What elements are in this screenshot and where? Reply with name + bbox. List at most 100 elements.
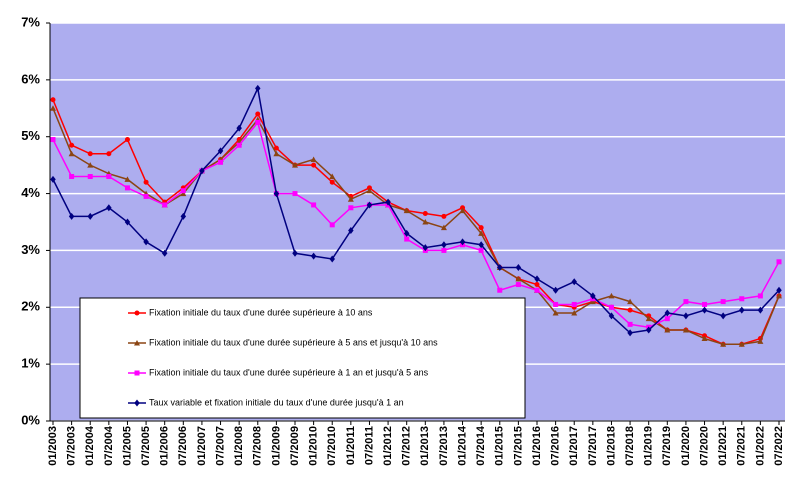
data-point bbox=[664, 327, 671, 333]
data-point bbox=[329, 222, 335, 228]
data-point bbox=[440, 224, 447, 231]
data-point bbox=[106, 151, 112, 157]
data-point bbox=[552, 286, 559, 294]
data-point bbox=[348, 205, 354, 211]
data-point bbox=[478, 247, 484, 253]
legend-marker bbox=[134, 399, 140, 407]
data-point bbox=[497, 287, 503, 293]
legend-marker bbox=[134, 340, 140, 346]
x-tick-label: 07/2015 bbox=[512, 426, 524, 466]
data-point bbox=[441, 247, 447, 253]
data-point bbox=[50, 97, 56, 103]
y-tick-label: 3% bbox=[21, 242, 40, 257]
x-tick-label: 07/2013 bbox=[438, 426, 450, 466]
x-tick-label: 01/2006 bbox=[159, 426, 171, 466]
x-tick-label: 01/2021 bbox=[717, 426, 729, 466]
data-point bbox=[329, 179, 335, 185]
data-point bbox=[571, 301, 577, 307]
data-point bbox=[124, 218, 131, 226]
x-tick-label: 01/2009 bbox=[270, 426, 282, 466]
data-point bbox=[366, 187, 373, 194]
data-point bbox=[404, 236, 410, 242]
data-point bbox=[589, 298, 596, 305]
data-point bbox=[385, 198, 391, 206]
data-point bbox=[87, 151, 93, 157]
data-point bbox=[702, 301, 708, 307]
data-point bbox=[683, 312, 689, 320]
data-point bbox=[757, 338, 764, 344]
x-tick-label: 07/2003 bbox=[66, 426, 78, 466]
data-point bbox=[329, 173, 336, 180]
data-point bbox=[180, 188, 186, 194]
data-point bbox=[571, 309, 578, 316]
data-point bbox=[124, 185, 130, 191]
data-point bbox=[627, 329, 633, 337]
data-point bbox=[217, 147, 224, 155]
data-point bbox=[739, 296, 745, 302]
data-point bbox=[236, 124, 242, 132]
x-tick-label: 01/2004 bbox=[84, 425, 96, 466]
legend-label: Fixation initiale du taux d'une durée su… bbox=[149, 367, 429, 377]
data-point bbox=[682, 327, 689, 333]
data-point bbox=[553, 301, 559, 307]
x-tick-label: 01/2003 bbox=[47, 426, 59, 466]
data-point bbox=[87, 162, 94, 168]
data-point bbox=[571, 278, 577, 286]
data-point bbox=[478, 225, 484, 231]
data-point bbox=[273, 190, 280, 198]
data-point bbox=[757, 306, 764, 314]
data-point bbox=[552, 309, 559, 316]
data-point bbox=[776, 286, 782, 294]
x-tick-label: 01/2011 bbox=[345, 426, 357, 465]
data-point bbox=[311, 202, 317, 208]
x-tick-label: 01/2015 bbox=[494, 426, 506, 466]
data-point bbox=[701, 335, 708, 342]
x-tick-label: 01/2016 bbox=[531, 426, 543, 466]
data-point bbox=[608, 312, 615, 320]
data-point bbox=[608, 292, 615, 299]
x-tick-label: 07/2005 bbox=[140, 426, 152, 466]
data-point bbox=[478, 241, 484, 249]
data-point bbox=[627, 307, 633, 313]
data-point bbox=[422, 244, 429, 252]
y-tick-label: 7% bbox=[21, 14, 40, 29]
x-tick-label: 07/2022 bbox=[773, 426, 785, 466]
legend-label: Taux variable et fixation initiale du ta… bbox=[149, 397, 404, 407]
data-point bbox=[422, 219, 429, 225]
x-tick-label: 01/2022 bbox=[754, 426, 766, 466]
data-point bbox=[311, 162, 317, 168]
data-point bbox=[403, 207, 410, 214]
data-point bbox=[627, 298, 634, 305]
data-point bbox=[720, 299, 726, 305]
data-point bbox=[645, 326, 652, 334]
x-tick-label: 07/2014 bbox=[475, 425, 487, 466]
data-point bbox=[776, 292, 782, 299]
legend-marker bbox=[134, 370, 140, 376]
data-point bbox=[720, 341, 727, 347]
data-point bbox=[143, 193, 149, 199]
data-point bbox=[776, 259, 782, 265]
data-point bbox=[515, 282, 521, 288]
data-point bbox=[180, 212, 187, 220]
y-tick-label: 0% bbox=[21, 412, 40, 427]
data-point bbox=[720, 312, 726, 320]
data-point bbox=[255, 111, 261, 117]
x-tick-label: 07/2010 bbox=[326, 426, 338, 466]
x-tick-label: 01/2018 bbox=[605, 426, 617, 466]
legend-label: Fixation initiale du taux d'une durée su… bbox=[149, 337, 438, 347]
data-point bbox=[441, 241, 447, 249]
legend bbox=[79, 297, 526, 419]
data-point bbox=[50, 175, 56, 183]
data-point bbox=[273, 145, 279, 151]
data-point bbox=[422, 210, 428, 216]
data-point bbox=[50, 137, 56, 143]
data-point bbox=[534, 282, 540, 288]
data-point bbox=[329, 255, 335, 263]
series-line bbox=[52, 108, 780, 345]
x-tick-label: 07/2004 bbox=[103, 425, 115, 466]
data-point bbox=[497, 263, 503, 271]
data-point bbox=[87, 212, 93, 220]
data-point bbox=[69, 142, 75, 148]
series-line bbox=[52, 85, 780, 334]
x-tick-label: 01/2013 bbox=[419, 426, 431, 466]
